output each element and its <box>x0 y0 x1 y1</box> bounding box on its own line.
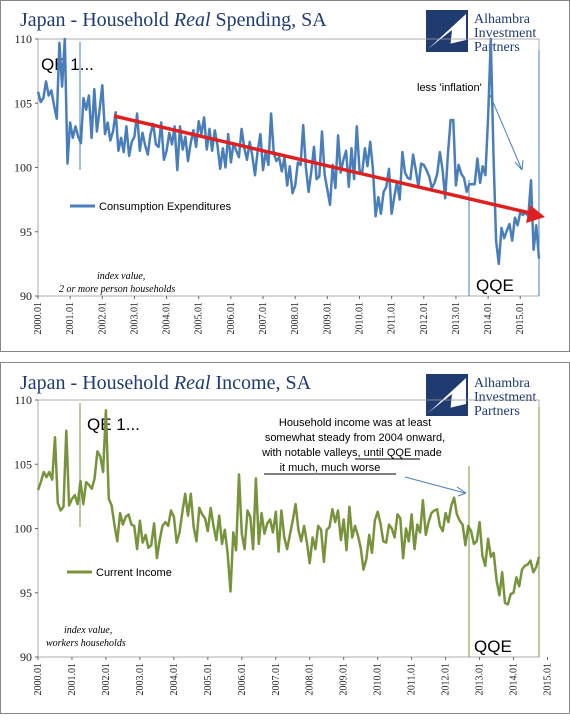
y-tick-label: 90 <box>20 650 32 664</box>
y-tick-label: 105 <box>14 457 32 471</box>
x-tick-label: 2015.01 <box>515 302 526 335</box>
note-line-2: 2 or more person households <box>59 284 175 295</box>
x-tick-label: 2005.01 <box>203 663 214 696</box>
income-series-line <box>36 409 541 606</box>
income-annotation: Household income was at least somewhat s… <box>261 417 445 475</box>
x-tick-label: 2008.01 <box>290 302 301 335</box>
y-tick-label: 90 <box>20 289 32 303</box>
x-tick-label: 2001.01 <box>65 302 76 335</box>
y-axis: 110 105 100 95 90 <box>14 393 38 664</box>
annotation-line-1: Household income was at least <box>279 417 431 429</box>
logo-line-1: Alhambra <box>474 12 531 27</box>
qe1-label: QE 1... <box>87 415 140 434</box>
x-tick-label: 2000.01 <box>33 302 44 335</box>
legend-label: Current Income <box>96 567 172 579</box>
inflation-annotation: less 'inflation' <box>417 82 482 94</box>
company-logo: Alhambra Investment Partners <box>426 10 536 55</box>
note-line-1: index value, <box>97 271 145 282</box>
x-tick-label: 2010.01 <box>373 663 384 696</box>
x-tick-label: 2006.01 <box>226 302 237 335</box>
annotation-line-2: somewhat steady from 2004 onward, <box>265 432 445 444</box>
x-tick-label: 2007.01 <box>271 663 282 696</box>
note-line-1: index value, <box>64 625 112 636</box>
note-line-2: workers households <box>46 638 126 649</box>
y-tick-label: 105 <box>14 96 32 110</box>
x-tick-label: 2012.01 <box>441 663 452 696</box>
x-tick-label: 2013.01 <box>475 663 486 696</box>
x-tick-label: 2003.01 <box>129 302 140 335</box>
y-tick-label: 95 <box>20 586 32 600</box>
spending-chart: Japan - Household Real Spending, SA Alha… <box>0 0 570 352</box>
x-tick-label: 2008.01 <box>305 663 316 696</box>
x-tick-label: 2013.01 <box>451 302 462 335</box>
x-tick-label: 2009.01 <box>339 663 350 696</box>
logo-line-2: Investment <box>474 390 536 405</box>
x-tick-label: 2009.01 <box>322 302 333 335</box>
y-axis: 110 105 100 95 90 <box>14 32 38 303</box>
x-tick-label: 2015.01 <box>542 663 553 696</box>
y-tick-label: 100 <box>14 161 32 175</box>
logo-line-2: Investment <box>474 26 536 41</box>
x-tick-label: 2003.01 <box>135 663 146 696</box>
consumption-series-line <box>36 37 541 266</box>
y-tick-label: 100 <box>14 522 32 536</box>
chart-title: Japan - Household Real Spending, SA <box>20 9 327 31</box>
legend: Current Income <box>67 567 172 579</box>
legend: Consumption Expenditures <box>70 201 232 213</box>
chart-title: Japan - Household Real Income, SA <box>20 372 312 394</box>
logo-line-3: Partners <box>474 40 520 55</box>
y-tick-label: 95 <box>20 225 32 239</box>
x-tick-label: 2002.01 <box>97 302 108 335</box>
x-tick-label: 2007.01 <box>258 302 269 335</box>
x-tick-label: 2005.01 <box>194 302 205 335</box>
x-tick-label: 2010.01 <box>354 302 365 335</box>
x-tick-label: 2011.01 <box>407 663 418 695</box>
logo-line-1: Alhambra <box>474 376 531 391</box>
y-tick-label: 110 <box>14 32 32 46</box>
annotation-arrow <box>404 476 467 497</box>
annotation-line-4: it much, much worse <box>280 462 381 474</box>
logo-line-3: Partners <box>474 404 520 419</box>
x-tick-label: 2002.01 <box>101 663 112 696</box>
trend-arrow <box>113 114 545 223</box>
x-tick-label: 2014.01 <box>483 302 494 335</box>
x-tick-label: 2014.01 <box>509 663 520 696</box>
legend-label: Consumption Expenditures <box>99 201 232 213</box>
x-tick-label: 2001.01 <box>67 663 78 696</box>
x-tick-label: 2012.01 <box>419 302 430 335</box>
x-axis: 2000.01 2001.01 2002.01 2003.01 2004.01 2005.… <box>33 296 526 335</box>
annotation-arrow <box>489 94 524 171</box>
income-chart: Japan - Household Real Income, SA Alhamb… <box>0 362 570 714</box>
qe1-label: QE 1... <box>41 55 94 74</box>
x-tick-label: 2004.01 <box>162 302 173 335</box>
x-axis: 2000.01 2001.01 2002.01 2003.01 2004.01 2005.… <box>33 657 553 696</box>
x-tick-label: 2000.01 <box>33 663 44 696</box>
company-logo: Alhambra Investment Partners <box>426 374 536 419</box>
y-tick-label: 110 <box>14 393 32 407</box>
qqe-label: QQE <box>476 276 514 295</box>
x-tick-label: 2004.01 <box>169 663 180 696</box>
annotation-line-3: with notable valleys, until QQE made <box>261 447 442 459</box>
x-tick-label: 2006.01 <box>237 663 248 696</box>
x-tick-label: 2011.01 <box>387 302 398 334</box>
qqe-label: QQE <box>474 637 512 656</box>
